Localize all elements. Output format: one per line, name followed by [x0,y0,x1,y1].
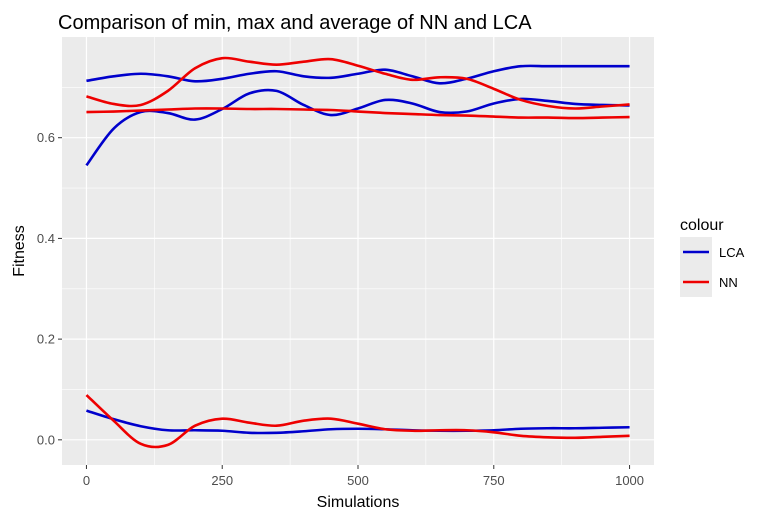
series-line-lca-min [86,409,630,435]
x-tick-label: 1000 [615,473,644,488]
x-tick-label: 500 [347,473,369,488]
y-tick-label: 0.0 [37,432,55,447]
y-tick-label: 0.2 [37,332,55,347]
series-line-nn-avg [86,107,630,120]
series-line-nn-min [85,394,630,449]
y-axis-title: Fitness [11,225,28,277]
legend-label-nn: NN [719,275,738,290]
chart-title: Comparison of min, max and average of NN… [58,12,532,34]
legend: colour LCA NN [680,217,745,297]
x-tick-label: 0 [83,473,90,488]
y-tick-label: 0.4 [37,231,55,246]
y-tick-label: 0.6 [37,130,55,145]
x-tick-label: 750 [483,473,505,488]
series-lines [85,56,630,449]
series-line-lca-avg [85,88,630,167]
x-tick-label: 250 [211,473,233,488]
series-line-lca-max [86,64,630,85]
series-line-nn-max [86,56,630,110]
legend-title: colour [680,217,724,234]
axes: 0 250 500 750 1000 0.0 0.2 0.4 0.6 [37,130,644,488]
x-axis-title: Simulations [317,494,400,511]
legend-label-lca: LCA [719,245,745,260]
